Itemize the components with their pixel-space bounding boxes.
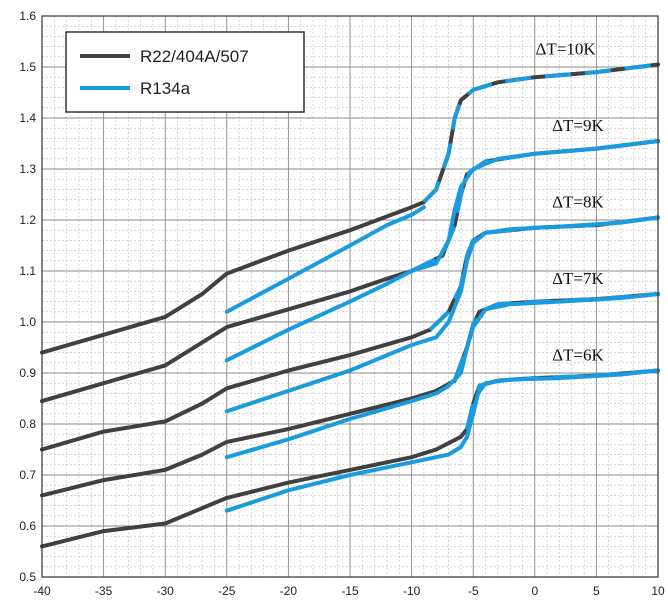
series-line-shared-10k (422, 62, 659, 204)
plot-frame (41, 15, 659, 578)
y-tick-label: 0.5 (19, 570, 36, 584)
y-tick-label: 1.4 (19, 111, 36, 125)
x-tick-label: -10 (403, 584, 421, 598)
series-line-r134a-10k (224, 205, 426, 314)
y-tick-label: 1.1 (19, 264, 36, 278)
series-line-r22-7k (452, 292, 660, 383)
y-tick-label: 1.6 (19, 9, 36, 23)
curve-label-6k: ΔT=6K (552, 345, 604, 364)
curve-label-7k: ΔT=7K (552, 269, 604, 288)
y-tick-label: 1.0 (19, 315, 36, 329)
legend-box (65, 31, 305, 113)
series-line-r22-7k (40, 378, 457, 498)
curve-labels: ΔT=10K ΔT=9K ΔT=8K ΔT=7K ΔT=6K (536, 39, 605, 364)
series-line-r22-9k (40, 269, 414, 404)
legend-label: R134a (140, 79, 191, 98)
curve-label-8k: ΔT=8K (552, 192, 604, 211)
series-layer (40, 62, 660, 549)
series-line-r22-8k (40, 327, 433, 452)
series-line-shared-9k (410, 139, 659, 273)
series-line-shared-7k (452, 292, 659, 382)
x-tick-label: -15 (341, 584, 359, 598)
legend: R22/404A/507 R134a (65, 31, 305, 113)
series-line-r134a-6k (224, 368, 660, 513)
y-tick-label: 1.2 (19, 213, 36, 227)
x-tick-label: -30 (157, 584, 175, 598)
series-line-r22-10k (421, 62, 660, 205)
x-tick-label: -5 (468, 584, 479, 598)
y-tick-label: 1.5 (19, 60, 36, 74)
series-line-shared-6k (465, 368, 659, 430)
series-line-r22-6k (40, 427, 469, 549)
x-tick-label: -35 (95, 584, 113, 598)
y-tick-label: 0.7 (19, 468, 36, 482)
series-line-r22-10k (40, 200, 426, 355)
x-tick-label: -20 (280, 584, 298, 598)
curve-label-10k: ΔT=10K (536, 39, 597, 58)
curve-label-9k: ΔT=9K (552, 116, 604, 135)
y-tick-label: 1.3 (19, 162, 36, 176)
x-tick-label: -25 (218, 584, 236, 598)
y-tick-label: 0.6 (19, 519, 36, 533)
series-line-r134a-8k (224, 215, 660, 414)
y-tick-label: 0.9 (19, 366, 36, 380)
axes: -40 -35 -30 -25 -20 -15 -10 -5 0 5 10 0.5 0.6 0.7 0.8 0… (19, 9, 665, 598)
legend-label: R22/404A/507 (140, 47, 249, 66)
x-tick-label: 0 (531, 584, 538, 598)
y-tick-label: 0.8 (19, 417, 36, 431)
x-tick-label: 10 (651, 584, 665, 598)
x-tick-label: -40 (33, 584, 51, 598)
series-line-shared-8k (428, 215, 659, 332)
x-tick-label: 5 (593, 584, 600, 598)
